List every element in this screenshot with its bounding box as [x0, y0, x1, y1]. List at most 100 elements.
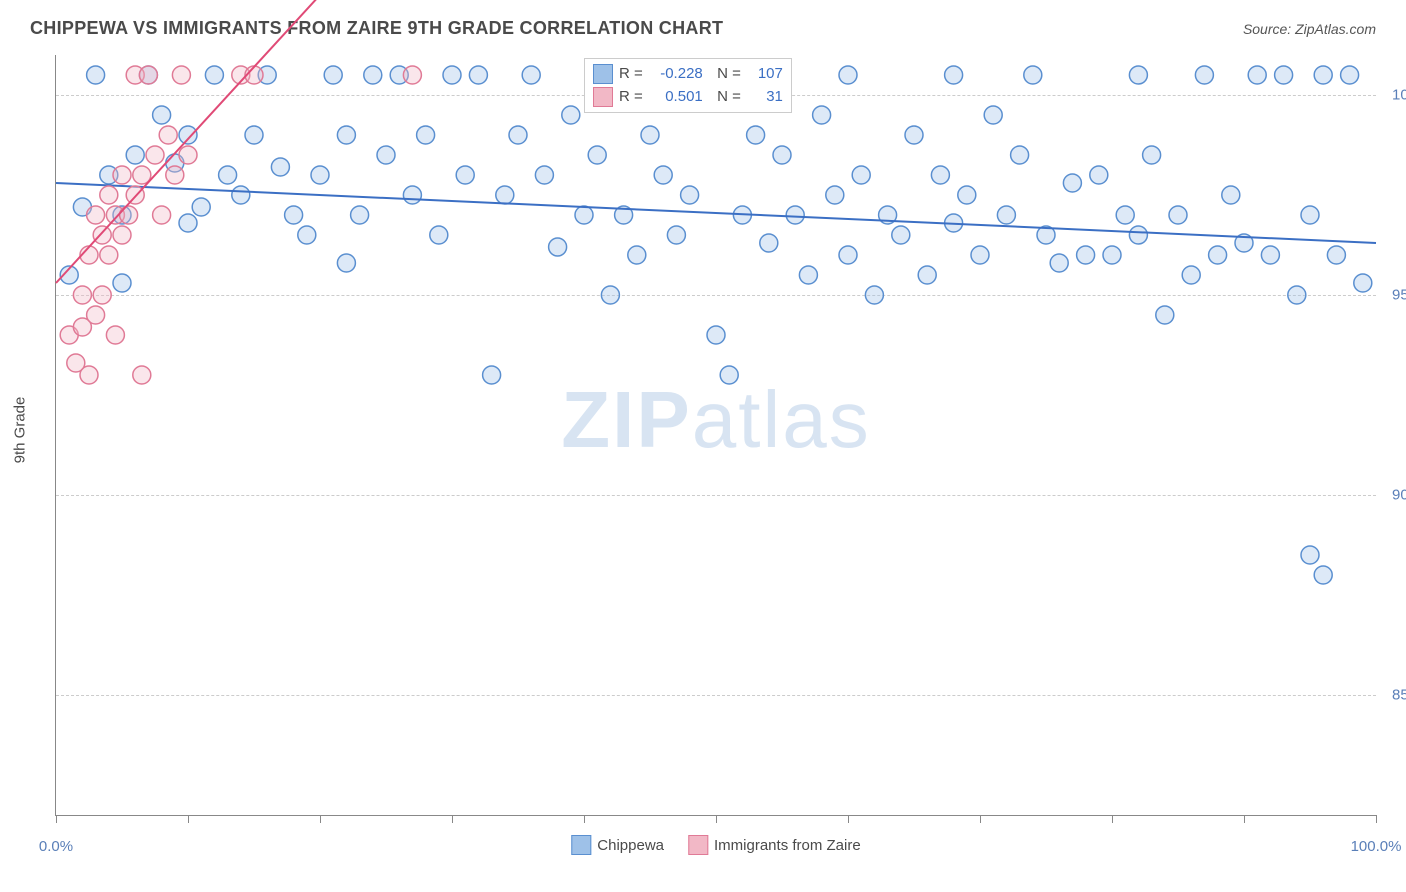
scatter-point — [1195, 66, 1213, 84]
scatter-point — [509, 126, 527, 144]
scatter-point — [113, 226, 131, 244]
scatter-point — [720, 366, 738, 384]
scatter-point — [522, 66, 540, 84]
scatter-point — [1327, 246, 1345, 264]
scatter-point — [773, 146, 791, 164]
scatter-point — [93, 286, 111, 304]
scatter-point — [245, 126, 263, 144]
scatter-point — [865, 286, 883, 304]
legend-stats-row: R =-0.228 N =107 — [593, 63, 783, 86]
scatter-point — [958, 186, 976, 204]
scatter-point — [667, 226, 685, 244]
legend-label: Chippewa — [597, 837, 664, 854]
scatter-point — [80, 366, 98, 384]
legend-stats-box: R =-0.228 N =107R =0.501 N =31 — [584, 58, 792, 113]
scatter-point — [1011, 146, 1029, 164]
scatter-point — [562, 106, 580, 124]
scatter-point — [892, 226, 910, 244]
legend-stats-row: R =0.501 N =31 — [593, 86, 783, 109]
scatter-point — [1314, 566, 1332, 584]
bottom-legend: Chippewa Immigrants from Zaire — [571, 835, 860, 855]
legend-swatch — [688, 835, 708, 855]
scatter-point — [271, 158, 289, 176]
scatter-point — [839, 66, 857, 84]
scatter-point — [1275, 66, 1293, 84]
scatter-point — [456, 166, 474, 184]
x-tick — [848, 815, 849, 823]
scatter-point — [945, 66, 963, 84]
legend-swatch — [593, 87, 613, 107]
source-label: Source: ZipAtlas.com — [1243, 21, 1376, 37]
scatter-point — [1288, 286, 1306, 304]
scatter-point — [166, 166, 184, 184]
scatter-point — [179, 214, 197, 232]
scatter-point — [1222, 186, 1240, 204]
scatter-point — [628, 246, 646, 264]
scatter-point — [159, 126, 177, 144]
scatter-point — [483, 366, 501, 384]
scatter-point — [905, 126, 923, 144]
scatter-point — [126, 146, 144, 164]
scatter-point — [1301, 546, 1319, 564]
scatter-point — [1209, 246, 1227, 264]
scatter-point — [205, 66, 223, 84]
scatter-point — [1182, 266, 1200, 284]
scatter-point — [179, 146, 197, 164]
scatter-point — [403, 66, 421, 84]
scatter-point — [153, 206, 171, 224]
scatter-point — [219, 166, 237, 184]
scatter-point — [232, 186, 250, 204]
x-tick — [716, 815, 717, 823]
scatter-point — [1129, 226, 1147, 244]
scatter-point — [1143, 146, 1161, 164]
scatter-point — [377, 146, 395, 164]
legend-item: Chippewa — [571, 835, 664, 855]
scatter-point — [139, 66, 157, 84]
scatter-point — [654, 166, 672, 184]
scatter-point — [1063, 174, 1081, 192]
scatter-point — [153, 106, 171, 124]
scatter-point — [285, 206, 303, 224]
scatter-point — [799, 266, 817, 284]
scatter-point — [443, 66, 461, 84]
scatter-point — [430, 226, 448, 244]
scatter-point — [535, 166, 553, 184]
scatter-point — [133, 366, 151, 384]
scatter-point — [786, 206, 804, 224]
r-label: R = — [619, 63, 643, 86]
scatter-point — [100, 246, 118, 264]
legend-swatch — [571, 835, 591, 855]
scatter-point — [1301, 206, 1319, 224]
scatter-point — [1090, 166, 1108, 184]
x-tick — [452, 815, 453, 823]
n-label: N = — [709, 63, 741, 86]
scatter-point — [87, 306, 105, 324]
scatter-point — [1169, 206, 1187, 224]
scatter-point — [826, 186, 844, 204]
scatter-point — [971, 246, 989, 264]
scatter-point — [87, 206, 105, 224]
scatter-point — [641, 126, 659, 144]
x-tick — [584, 815, 585, 823]
legend-label: Immigrants from Zaire — [714, 837, 861, 854]
n-value: 31 — [747, 86, 783, 109]
legend-item: Immigrants from Zaire — [688, 835, 861, 855]
scatter-point — [747, 126, 765, 144]
scatter-point — [852, 166, 870, 184]
scatter-point — [73, 286, 91, 304]
scatter-point — [931, 166, 949, 184]
r-value: 0.501 — [649, 86, 703, 109]
scatter-point — [179, 126, 197, 144]
scatter-point — [1156, 306, 1174, 324]
x-tick-label: 100.0% — [1351, 838, 1402, 855]
scatter-point — [1354, 274, 1372, 292]
scatter-point — [1248, 66, 1266, 84]
scatter-point — [351, 206, 369, 224]
y-tick-label: 90.0% — [1382, 487, 1406, 504]
scatter-point — [1261, 246, 1279, 264]
scatter-point — [298, 226, 316, 244]
x-tick — [1112, 815, 1113, 823]
scatter-point — [1077, 246, 1095, 264]
x-tick — [980, 815, 981, 823]
scatter-point — [918, 266, 936, 284]
